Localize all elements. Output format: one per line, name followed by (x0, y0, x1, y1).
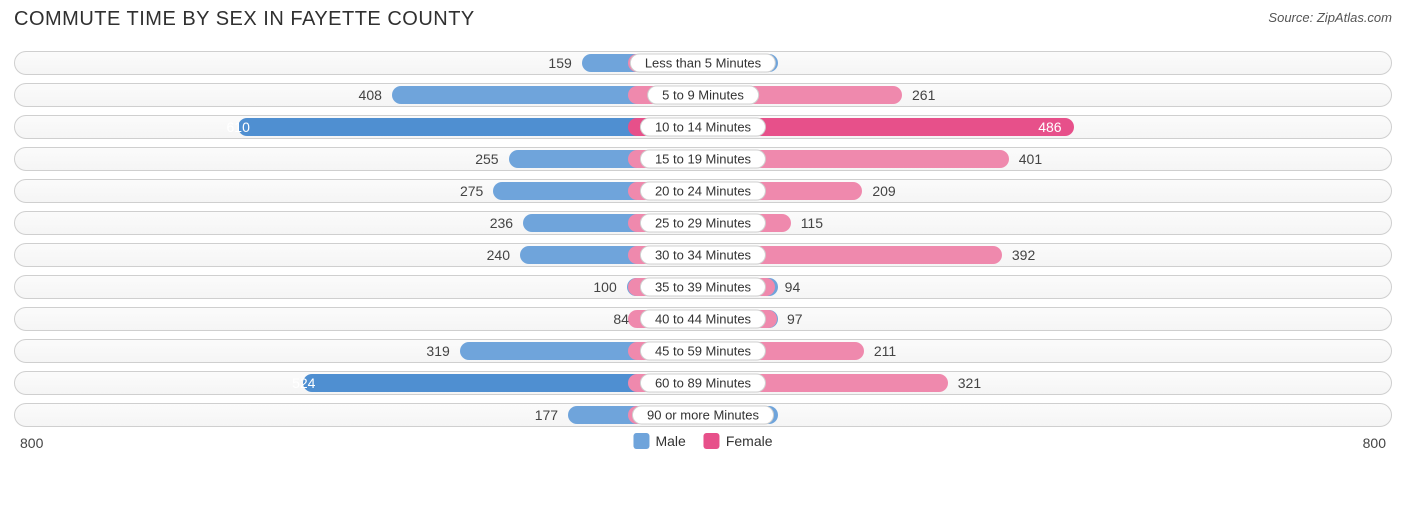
female-value: 321 (958, 375, 981, 391)
male-value: 275 (460, 183, 483, 199)
axis-label-right: 800 (1363, 435, 1386, 451)
legend-swatch (633, 433, 649, 449)
chart-footer: 800 Male Female 800 (14, 433, 1392, 455)
category-label: 40 to 44 Minutes (640, 310, 766, 329)
male-value: 159 (548, 55, 571, 71)
legend-label: Male (655, 433, 685, 449)
chart-source: Source: ZipAtlas.com (1268, 10, 1392, 25)
category-label: 20 to 24 Minutes (640, 182, 766, 201)
female-value: 209 (872, 183, 895, 199)
category-label: 35 to 39 Minutes (640, 278, 766, 297)
chart-row: 10 to 14 Minutes 610 486 (14, 115, 1392, 139)
chart-container: COMMUTE TIME BY SEX IN FAYETTE COUNTY So… (0, 0, 1406, 523)
chart-row: 45 to 59 Minutes 319 211 (14, 339, 1392, 363)
chart-header: COMMUTE TIME BY SEX IN FAYETTE COUNTY So… (14, 8, 1392, 31)
male-value: 240 (487, 247, 510, 263)
legend-swatch (704, 433, 720, 449)
male-value: 524 (292, 375, 315, 391)
legend-item: Male (633, 433, 685, 449)
female-value: 401 (1019, 151, 1042, 167)
axis-label-left: 800 (20, 435, 43, 451)
female-value: 94 (785, 279, 801, 295)
category-label: 25 to 29 Minutes (640, 214, 766, 233)
male-value: 236 (490, 215, 513, 231)
male-value: 177 (535, 407, 558, 423)
male-value: 319 (426, 343, 449, 359)
chart-row: 90 or more Minutes17747 (14, 403, 1392, 427)
male-value: 255 (475, 151, 498, 167)
male-value: 84 (613, 311, 629, 327)
chart-title: COMMUTE TIME BY SEX IN FAYETTE COUNTY (14, 8, 475, 31)
chart-row: 20 to 24 Minutes 275 209 (14, 179, 1392, 203)
male-value: 610 (227, 119, 250, 135)
male-value: 408 (359, 87, 382, 103)
female-value: 486 (1038, 119, 1061, 135)
source-prefix: Source: (1268, 10, 1313, 25)
category-label: 90 or more Minutes (632, 406, 774, 425)
female-value: 211 (874, 343, 896, 359)
chart-row: 15 to 19 Minutes 255 401 (14, 147, 1392, 171)
chart-row: 35 to 39 Minutes 100 94 (14, 275, 1392, 299)
category-label: 30 to 34 Minutes (640, 246, 766, 265)
chart-row: Less than 5 Minutes15941 (14, 51, 1392, 75)
chart-row: 60 to 89 Minutes 524 321 (14, 371, 1392, 395)
chart-legend: Male Female (633, 433, 772, 449)
male-value: 100 (593, 279, 616, 295)
chart-row: 25 to 29 Minutes 236 115 (14, 211, 1392, 235)
source-name: ZipAtlas.com (1317, 10, 1392, 25)
category-label: 60 to 89 Minutes (640, 374, 766, 393)
category-label: 15 to 19 Minutes (640, 150, 766, 169)
category-label: 10 to 14 Minutes (640, 118, 766, 137)
female-value: 392 (1012, 247, 1035, 263)
chart-row: 40 to 44 Minutes 84 97 (14, 307, 1392, 331)
category-label: Less than 5 Minutes (630, 54, 776, 73)
category-label: 5 to 9 Minutes (647, 86, 759, 105)
female-value: 115 (801, 215, 823, 231)
female-value: 261 (912, 87, 935, 103)
chart-row: 30 to 34 Minutes 240 392 (14, 243, 1392, 267)
legend-item: Female (704, 433, 773, 449)
female-value: 97 (787, 311, 803, 327)
chart-row: 5 to 9 Minutes 408 261 (14, 83, 1392, 107)
category-label: 45 to 59 Minutes (640, 342, 766, 361)
legend-label: Female (726, 433, 773, 449)
chart-rows: Less than 5 Minutes159415 to 9 Minutes40… (14, 51, 1392, 427)
